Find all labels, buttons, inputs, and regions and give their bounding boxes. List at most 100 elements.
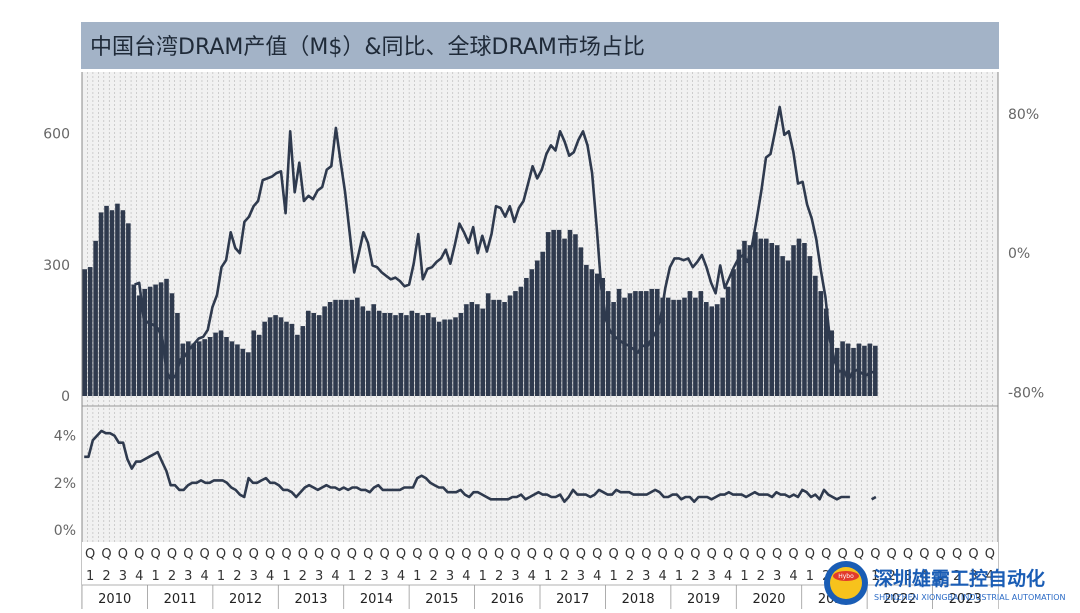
bar [305, 310, 311, 396]
quarter-number-label: 4 [201, 569, 209, 584]
bar [300, 326, 306, 396]
bar [763, 238, 769, 396]
quarter-number-label: 3 [446, 569, 454, 584]
bar [431, 317, 436, 396]
bar [573, 234, 578, 396]
bar [409, 310, 415, 396]
quarter-letter-label: Q [183, 547, 193, 562]
bar [131, 284, 137, 396]
bar [720, 297, 725, 396]
bar [485, 293, 491, 396]
bar [175, 312, 180, 396]
bar [502, 302, 507, 396]
bar [262, 321, 267, 396]
quarter-letter-label: Q [167, 547, 177, 562]
quarter-number-label: 1 [740, 569, 748, 584]
market-share-line [84, 429, 850, 503]
bar [693, 297, 698, 396]
quarter-letter-label: Q [118, 547, 128, 562]
bar [180, 343, 186, 396]
bar [687, 291, 693, 396]
quarter-letter-label: Q [658, 547, 668, 562]
bar [109, 210, 115, 396]
quarter-letter-label: Q [690, 547, 700, 562]
quarter-letter-label: Q [919, 547, 929, 562]
quarter-letter-label: Q [85, 547, 95, 562]
year-label: 2019 [687, 592, 720, 607]
bar [507, 295, 513, 396]
quarter-letter-label: Q [527, 547, 537, 562]
quarter-number-label: 4 [986, 569, 994, 584]
watermark-badge [833, 571, 859, 581]
bar [338, 299, 344, 396]
bar [273, 315, 278, 396]
bar [164, 278, 169, 396]
bar [562, 238, 567, 396]
quarter-number-label: 2 [364, 569, 372, 584]
bar [747, 245, 753, 396]
bar [742, 240, 747, 396]
bar [387, 312, 393, 396]
bar [665, 297, 671, 396]
bar [229, 341, 235, 396]
quarter-letter-label: Q [788, 547, 798, 562]
quarter-number-label: 1 [609, 569, 617, 584]
quarter-number-label: 4 [724, 569, 732, 584]
bar [87, 267, 93, 396]
bar [496, 299, 502, 396]
left-axis-tick: 600 [43, 127, 70, 143]
quarter-letter-label: Q [592, 547, 602, 562]
bar [442, 319, 447, 396]
bar [796, 238, 802, 396]
quarter-letter-label: Q [936, 547, 946, 562]
bar [867, 343, 873, 396]
bar [551, 229, 556, 396]
year-label: 2023 [949, 592, 982, 607]
quarter-number-label: 1 [544, 569, 552, 584]
quarter-number-label: 2 [168, 569, 176, 584]
bar [284, 321, 289, 396]
bar [594, 273, 600, 396]
bar [147, 286, 153, 396]
quarter-number-label: 3 [642, 569, 650, 584]
quarter-number-label: 3 [708, 569, 716, 584]
quarter-letter-label: Q [150, 547, 160, 562]
quarter-letter-label: Q [281, 547, 291, 562]
bar [534, 260, 540, 396]
year-label: 2013 [294, 592, 327, 607]
quarter-letter-label: Q [739, 547, 749, 562]
quarter-letter-label: Q [887, 547, 897, 562]
bar [126, 223, 131, 396]
quarter-number-label: 3 [315, 569, 323, 584]
quarter-number-label: 2 [102, 569, 110, 584]
quarter-letter-label: Q [985, 547, 995, 562]
quarter-letter-label: Q [543, 547, 553, 562]
quarter-number-label: 2 [299, 569, 307, 584]
watermark-badge-text: Hybo [838, 573, 854, 580]
bar [633, 291, 638, 396]
year-label: 2012 [229, 592, 262, 607]
bar [829, 330, 834, 396]
bar [376, 310, 382, 396]
year-label: 2020 [752, 592, 785, 607]
bar [186, 341, 191, 396]
bar [627, 293, 633, 396]
quarter-number-label: 1 [151, 569, 159, 584]
bar [196, 341, 202, 396]
output-value-bars [82, 203, 878, 396]
bar [676, 299, 682, 396]
bar [698, 291, 704, 396]
bar [725, 286, 731, 396]
quarter-letter-label: Q [478, 547, 488, 562]
quarter-letter-label: Q [870, 547, 880, 562]
quarter-number-label: 1 [675, 569, 683, 584]
bar [420, 315, 426, 396]
bar [365, 310, 371, 396]
bar [475, 304, 480, 396]
share-axis-tick: 4% [54, 429, 76, 445]
quarter-letter-label: Q [379, 547, 389, 562]
quarter-letter-label: Q [559, 547, 569, 562]
bar [246, 352, 251, 396]
quarter-number-label: 2 [953, 569, 961, 584]
quarter-letter-label: Q [330, 547, 340, 562]
